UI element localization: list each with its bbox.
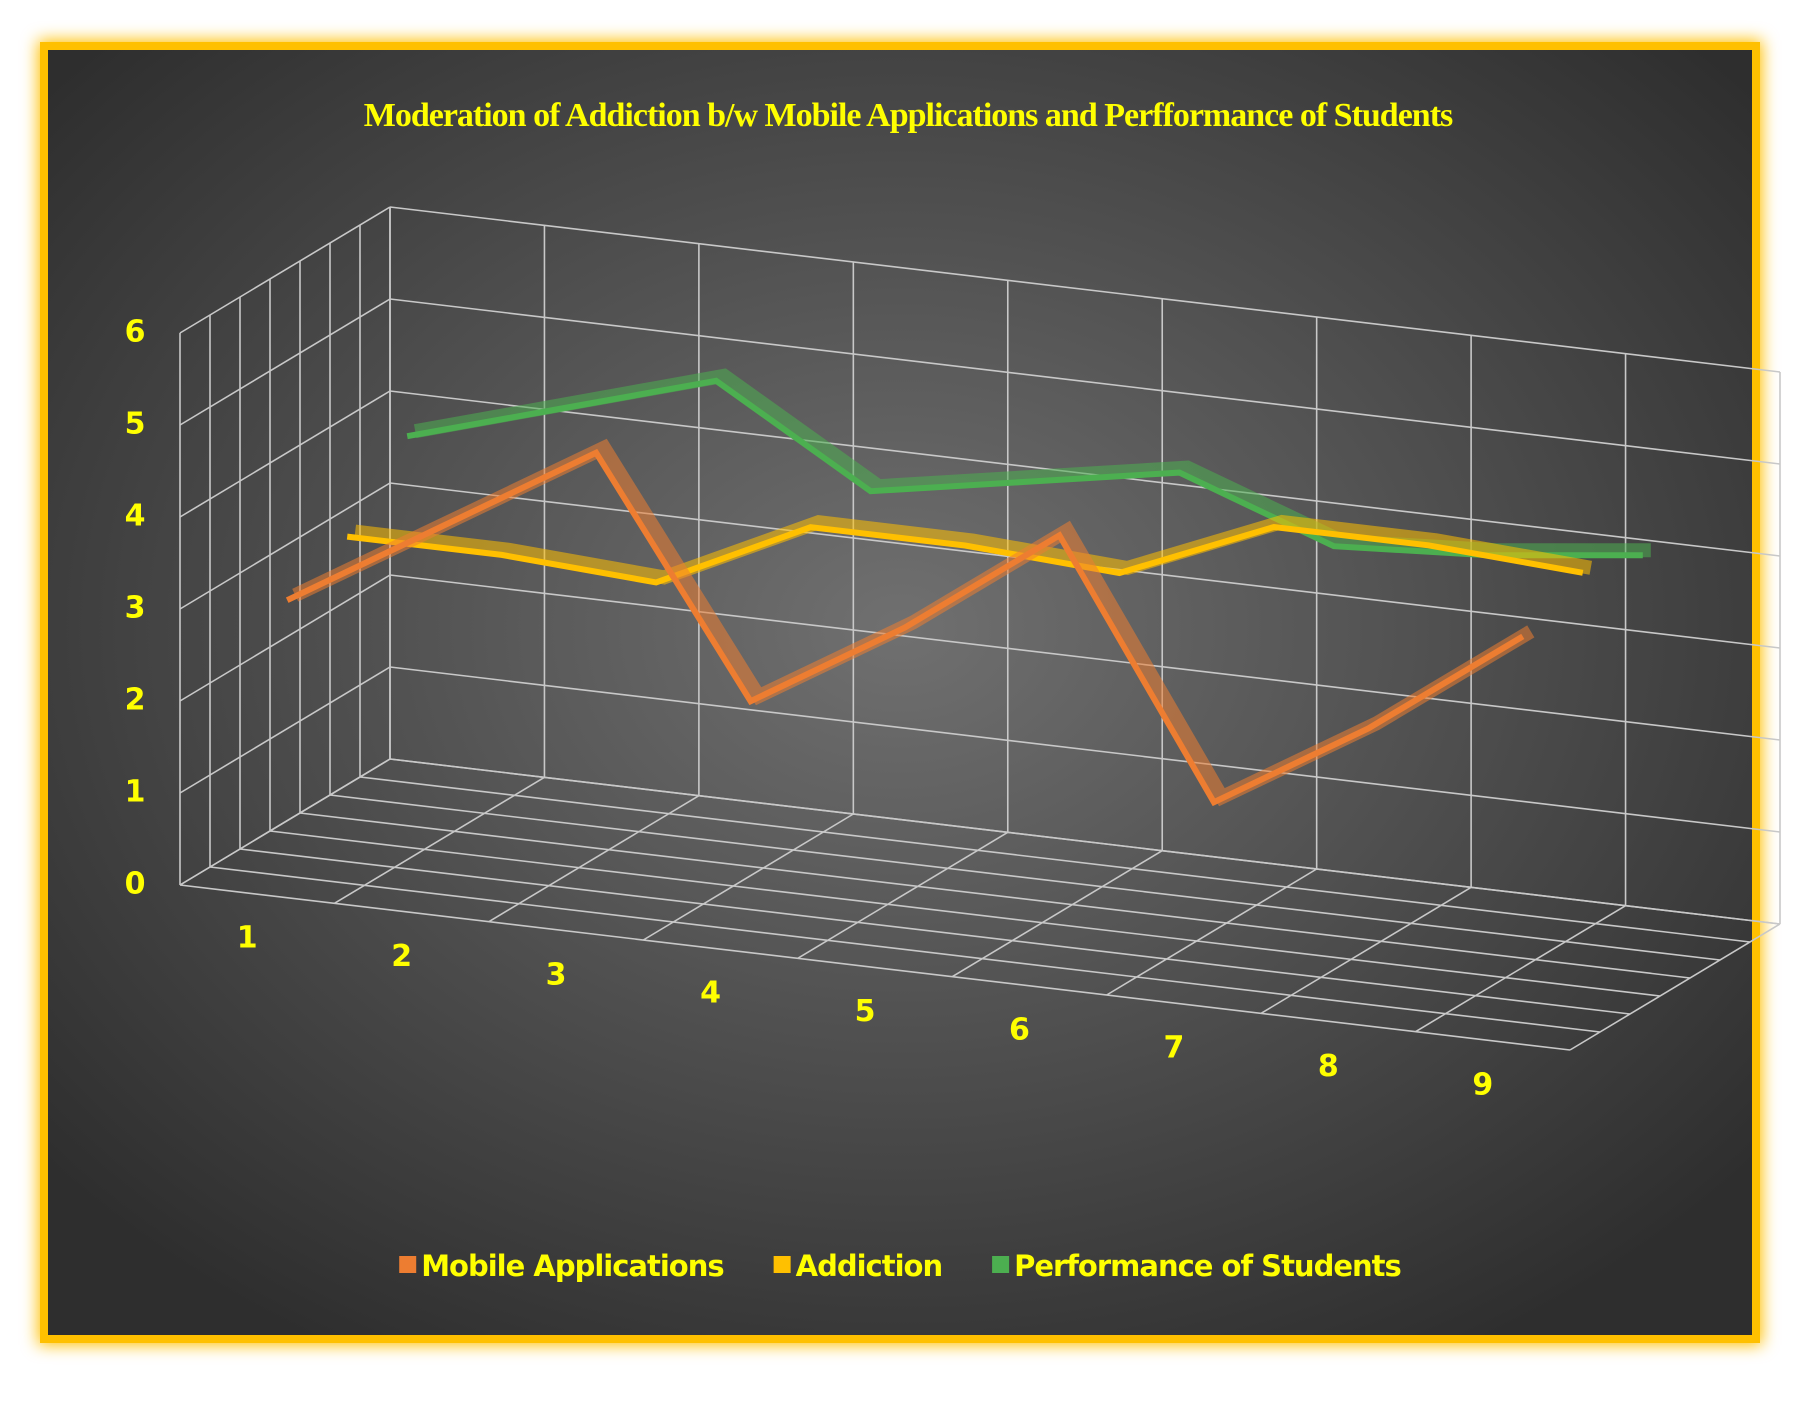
x-tick-label: 5 (855, 994, 876, 1029)
series-line (346, 523, 1584, 586)
floor-depth-line (209, 866, 1601, 1033)
legend-swatch (773, 1256, 791, 1273)
y-tick-label: 0 (125, 867, 146, 902)
y-tick-label: 2 (125, 683, 146, 718)
x-tick-label: 3 (546, 957, 567, 992)
x-tick-label: 9 (1472, 1067, 1493, 1102)
floor-depth-line (269, 830, 1661, 997)
x-tick-label: 2 (391, 939, 412, 974)
floor-depth-line (239, 848, 1631, 1015)
grid-line (179, 298, 391, 426)
grid-line (179, 758, 391, 886)
grid-line (389, 666, 1781, 833)
x-tick-label: 7 (1163, 1031, 1184, 1066)
floor-grid-line (951, 849, 1163, 978)
series-line (285, 448, 1525, 807)
grid-line (179, 206, 391, 334)
y-tick-label: 4 (125, 499, 146, 534)
legend-label: Addiction (796, 1249, 942, 1283)
floor-depth-line (329, 794, 1721, 961)
y-tick-label: 1 (125, 775, 146, 810)
grid-line (389, 758, 1781, 925)
floor-grid-line (1569, 923, 1781, 1051)
x-tick-label: 6 (1009, 1012, 1030, 1047)
y-tick-label: 3 (125, 591, 146, 626)
floor-depth-line (179, 884, 1571, 1051)
grid-line (389, 574, 1781, 741)
floor-grid-line (488, 794, 700, 923)
grid-line (179, 574, 391, 702)
ticks: 0 1 2 3 4 5 6 1 2 3 4 5 6 7 8 9 (125, 315, 1494, 1103)
floor-grid-line (1106, 868, 1318, 996)
floor-grid-line (797, 831, 1009, 960)
grid-line (389, 206, 1781, 373)
floor-grid-line (642, 813, 854, 941)
series-line (406, 377, 1643, 559)
grid-line (389, 298, 1781, 465)
legend-label: Mobile Applications (421, 1249, 723, 1283)
series-ribbon-shadow (354, 514, 1593, 585)
floor-grid-line (1415, 904, 1626, 1033)
floor-depth-line (299, 812, 1691, 979)
grid (179, 206, 1781, 1051)
grid-line (179, 482, 391, 610)
grid-line (179, 666, 391, 794)
x-tick-label: 8 (1318, 1049, 1339, 1084)
legend: Mobile Applications Addiction Performance … (399, 1249, 1402, 1283)
floor-depth-line (359, 776, 1751, 943)
chart-title: Moderation of Addiction b/w Mobile Appli… (364, 97, 1453, 134)
y-tick-label: 6 (125, 315, 146, 350)
x-tick-label: 1 (237, 921, 258, 956)
floor-grid-line (334, 776, 545, 905)
y-tick-label: 5 (125, 407, 146, 442)
x-tick-label: 4 (700, 976, 721, 1011)
grid-line (179, 390, 391, 518)
legend-swatch (992, 1256, 1010, 1273)
series-layer (285, 368, 1651, 807)
floor-grid-line (1260, 886, 1472, 1015)
legend-label: Performance of Students (1014, 1249, 1401, 1283)
legend-swatch (399, 1256, 417, 1273)
